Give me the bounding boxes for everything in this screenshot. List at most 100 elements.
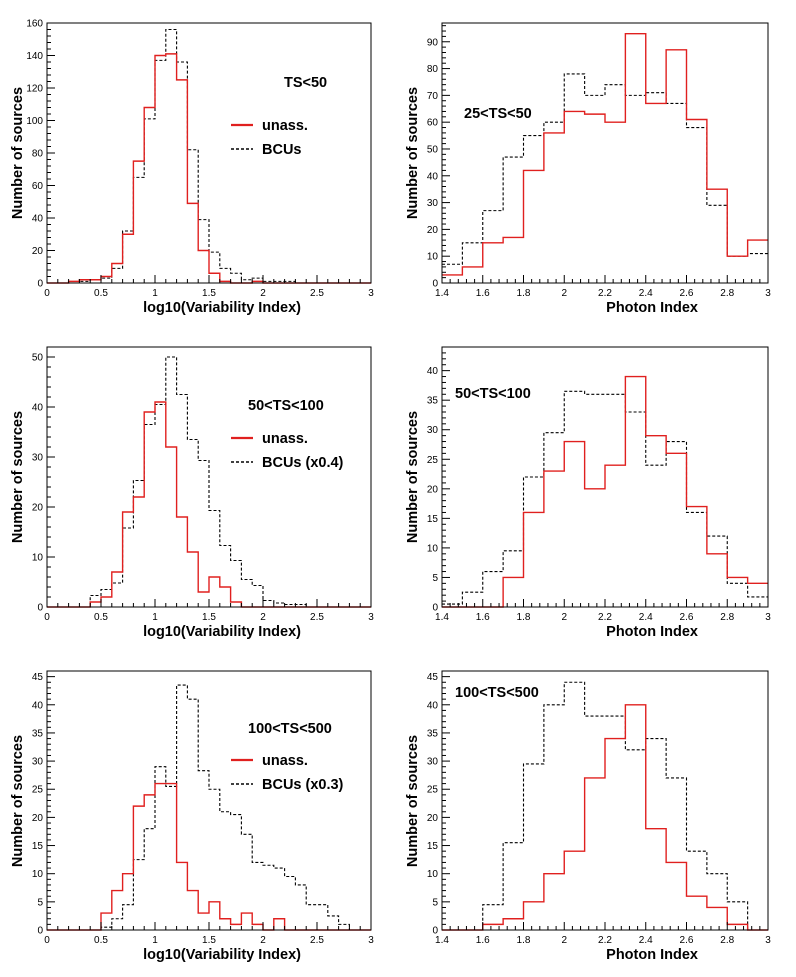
y-axis-label: Number of sources [10, 735, 26, 867]
series-unass [442, 33, 768, 276]
x-tick-label: 2.8 [720, 935, 734, 946]
x-axis-label: Photon Index [606, 624, 698, 640]
x-tick-label: 2.4 [639, 935, 653, 946]
y-tick-label: 10 [32, 553, 44, 564]
y-tick-label: 5 [37, 897, 43, 908]
y-tick-label: 45 [32, 672, 44, 683]
x-tick-label: 1.6 [476, 612, 490, 623]
x-tick-label: 2.5 [310, 288, 324, 299]
x-tick-label: 2 [260, 288, 266, 299]
x-tick-label: 0 [44, 935, 50, 946]
ts-range-annotation: 25<TS<50 [464, 106, 532, 122]
y-tick-label: 35 [427, 396, 439, 407]
x-tick-label: 1.6 [476, 288, 490, 299]
legend: unass. BCUs [231, 118, 308, 158]
panel-pi-ts50: 1.4 1.6 1.8 2 2.2 2.4 2.6 2.8 301020304050607080… [405, 22, 771, 316]
y-tick-label: 140 [26, 51, 43, 62]
y-tick-label: 25 [427, 455, 439, 466]
x-axis-label: log10(Variability Index) [143, 300, 301, 316]
x-tick-label: 3 [368, 288, 374, 299]
x-tick-label: 1.4 [435, 612, 449, 623]
y-axis-label: Number of sources [405, 87, 421, 219]
panel-var-ts100: 0 0.5 1 1.5 2 2.5 301020304050log10(Variabilit… [10, 346, 374, 640]
legend-label: unass. [262, 753, 308, 769]
x-tick-label: 2.6 [680, 288, 694, 299]
y-axis-label: Number of sources [405, 735, 421, 867]
y-tick-label: 40 [32, 403, 44, 414]
x-tick-label: 2.2 [598, 288, 612, 299]
legend-label: unass. [262, 118, 308, 134]
y-tick-label: 0 [432, 279, 438, 290]
y-tick-label: 60 [427, 118, 439, 129]
series-unass [442, 704, 768, 931]
y-tick-label: 15 [427, 841, 439, 852]
y-tick-label: 10 [427, 543, 439, 554]
x-tick-label: 2.2 [598, 935, 612, 946]
x-tick-label: 2 [260, 612, 266, 623]
y-tick-label: 15 [32, 841, 44, 852]
y-tick-label: 0 [432, 926, 438, 937]
ts-range-annotation: TS<50 [284, 75, 327, 91]
y-tick-label: 45 [427, 672, 439, 683]
y-tick-label: 160 [26, 19, 43, 30]
x-tick-label: 1.6 [476, 935, 490, 946]
x-tick-label: 1.4 [435, 935, 449, 946]
x-tick-label: 1.8 [517, 935, 531, 946]
x-axis-label: log10(Variability Index) [143, 947, 301, 963]
y-tick-label: 20 [427, 484, 439, 495]
x-tick-label: 2.4 [639, 288, 653, 299]
y-tick-label: 0 [37, 603, 43, 614]
x-tick-label: 2.8 [720, 288, 734, 299]
x-axis-label: log10(Variability Index) [143, 624, 301, 640]
y-tick-label: 30 [427, 757, 439, 768]
x-tick-label: 0.5 [94, 288, 108, 299]
x-tick-label: 2.6 [680, 612, 694, 623]
x-axis-label: Photon Index [606, 947, 698, 963]
x-tick-label: 2.5 [310, 612, 324, 623]
series-bcus-x0-4 [47, 356, 371, 608]
y-tick-label: 20 [32, 813, 44, 824]
panel-var-ts50: 0 0.5 1 1.5 2 2.5 3 0 20 40 60 80 100 120 140 160 log10(… [10, 19, 374, 317]
y-tick-label: 20 [32, 246, 44, 257]
y-tick-label: 120 [26, 84, 43, 95]
x-tick-label: 1.8 [517, 288, 531, 299]
y-axis-label: Number of sources [10, 87, 26, 219]
y-tick-label: 25 [427, 785, 439, 796]
y-tick-label: 30 [32, 453, 44, 464]
ts-range-annotation: 100<TS<500 [248, 721, 332, 737]
y-tick-label: 20 [427, 813, 439, 824]
x-tick-label: 3 [368, 935, 374, 946]
ts-range-annotation: 50<TS<100 [455, 386, 531, 402]
y-tick-label: 30 [32, 757, 44, 768]
legend: unass. BCUs (x0.3) [231, 753, 344, 793]
x-axis-label: Photon Index [606, 300, 698, 316]
y-tick-label: 50 [427, 144, 439, 155]
y-tick-label: 60 [32, 181, 44, 192]
y-tick-label: 40 [32, 700, 44, 711]
y-tick-label: 15 [427, 514, 439, 525]
y-tick-label: 40 [427, 366, 439, 377]
y-tick-label: 0 [37, 926, 43, 937]
y-tick-label: 10 [427, 252, 439, 263]
legend: unass. BCUs (x0.4) [231, 431, 344, 471]
y-tick-label: 70 [427, 91, 439, 102]
x-tick-label: 0 [44, 288, 50, 299]
x-tick-label: 3 [368, 612, 374, 623]
y-tick-label: 25 [32, 785, 44, 796]
x-tick-label: 2 [561, 288, 567, 299]
x-tick-label: 2.8 [720, 612, 734, 623]
x-tick-label: 2 [561, 935, 567, 946]
x-tick-label: 1.8 [517, 612, 531, 623]
panel-var-ts500: 0 0.5 1 1.5 2 2.5 3051015202530354045log10(Var… [10, 670, 374, 963]
legend-label: BCUs (x0.3) [262, 777, 344, 793]
y-tick-label: 100 [26, 116, 43, 127]
y-axis-label: Number of sources [10, 411, 26, 543]
legend-label: BCUs [262, 142, 301, 158]
y-tick-label: 40 [427, 700, 439, 711]
panel-pi-ts100: 1.4 1.6 1.8 2 2.2 2.4 2.6 2.8 30510152025303540P… [405, 346, 771, 640]
x-tick-label: 2.4 [639, 612, 653, 623]
x-tick-label: 1.5 [202, 612, 216, 623]
y-tick-label: 30 [427, 425, 439, 436]
x-tick-label: 2 [260, 935, 266, 946]
